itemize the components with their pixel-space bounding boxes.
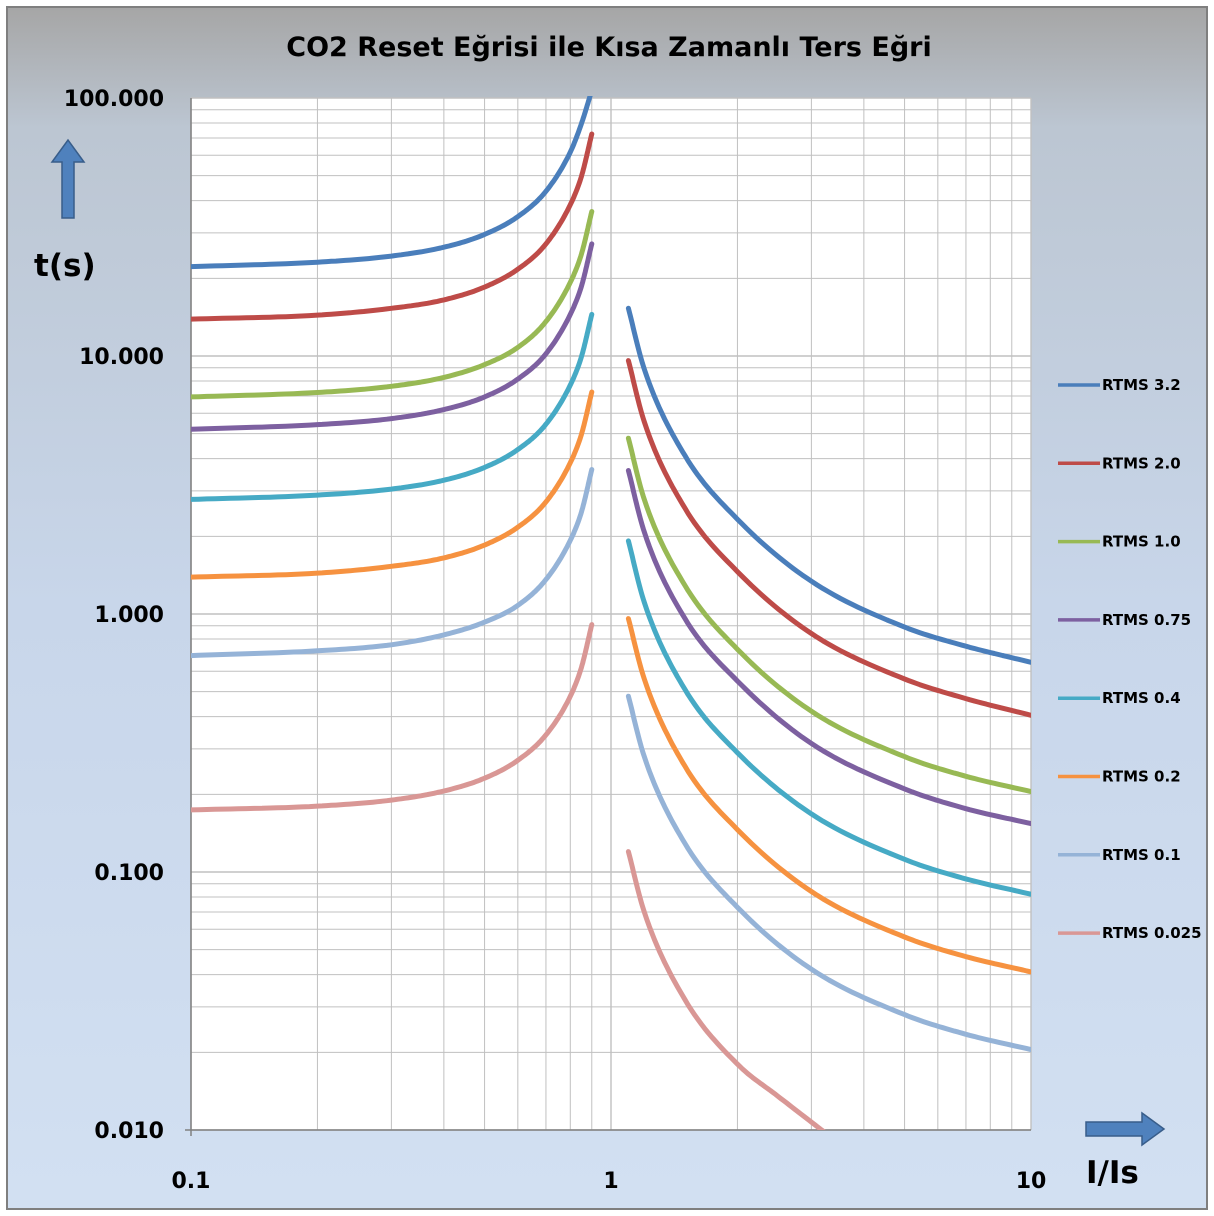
series-line-right xyxy=(625,468,1031,827)
series-line-right xyxy=(625,305,1031,665)
legend-label: RTMS 1.0 xyxy=(1102,533,1181,551)
right-arrow-icon xyxy=(1085,1111,1166,1147)
legend-label: RTMS 0.1 xyxy=(1102,846,1181,864)
series-line-right xyxy=(625,435,1031,795)
y-axis-title: t(s) xyxy=(34,248,96,284)
axes xyxy=(185,98,1031,1136)
series-line-left xyxy=(191,389,595,580)
y-tick-label: 10.000 xyxy=(79,345,164,370)
legend-label: RTMS 2.0 xyxy=(1102,454,1181,472)
series-line-left xyxy=(191,96,593,270)
series-line-left xyxy=(191,467,595,659)
y-tick-label: 1.000 xyxy=(94,603,164,628)
series-line-right xyxy=(625,849,826,1130)
legend-label: RTMS 0.025 xyxy=(1102,924,1202,942)
series-line-left xyxy=(191,209,595,400)
series-line-left xyxy=(191,622,595,813)
y-tick-label: 0.010 xyxy=(94,1119,164,1144)
series-line-right xyxy=(625,616,1031,975)
x-axis-title: I/Is xyxy=(1086,1155,1139,1191)
y-tick-label: 0.100 xyxy=(94,861,164,886)
tick-labels: 100.000 10.000 1.000 0.100 0.010 0.1 1 10 xyxy=(64,87,1047,1194)
legend: RTMS 3.2 RTMS 2.0 RTMS 1.0 RTMS 0.75 RTMS 0.… xyxy=(1058,376,1202,942)
series-line-right xyxy=(625,538,1031,897)
legend-label: RTMS 3.2 xyxy=(1102,376,1181,394)
x-tick-label: 0.1 xyxy=(172,1169,211,1194)
legend-label: RTMS 0.2 xyxy=(1102,768,1181,786)
grid-lines xyxy=(190,97,1032,1131)
series-line-right xyxy=(625,358,1031,718)
legend-label: RTMS 0.75 xyxy=(1102,611,1191,629)
chart-title: CO2 Reset Eğrisi ile Kısa Zamanlı Ters E… xyxy=(286,32,931,63)
y-tick-label: 100.000 xyxy=(64,87,164,112)
up-arrow-icon xyxy=(50,138,86,219)
x-tick-label: 1 xyxy=(603,1169,618,1194)
series-line-right xyxy=(625,693,1031,1053)
x-tick-label: 10 xyxy=(1016,1169,1047,1194)
series-line-left xyxy=(191,131,595,322)
series-line-left xyxy=(191,241,595,432)
legend-label: RTMS 0.4 xyxy=(1102,689,1181,707)
series-layer xyxy=(191,96,1031,1130)
series-line-left xyxy=(191,311,595,502)
